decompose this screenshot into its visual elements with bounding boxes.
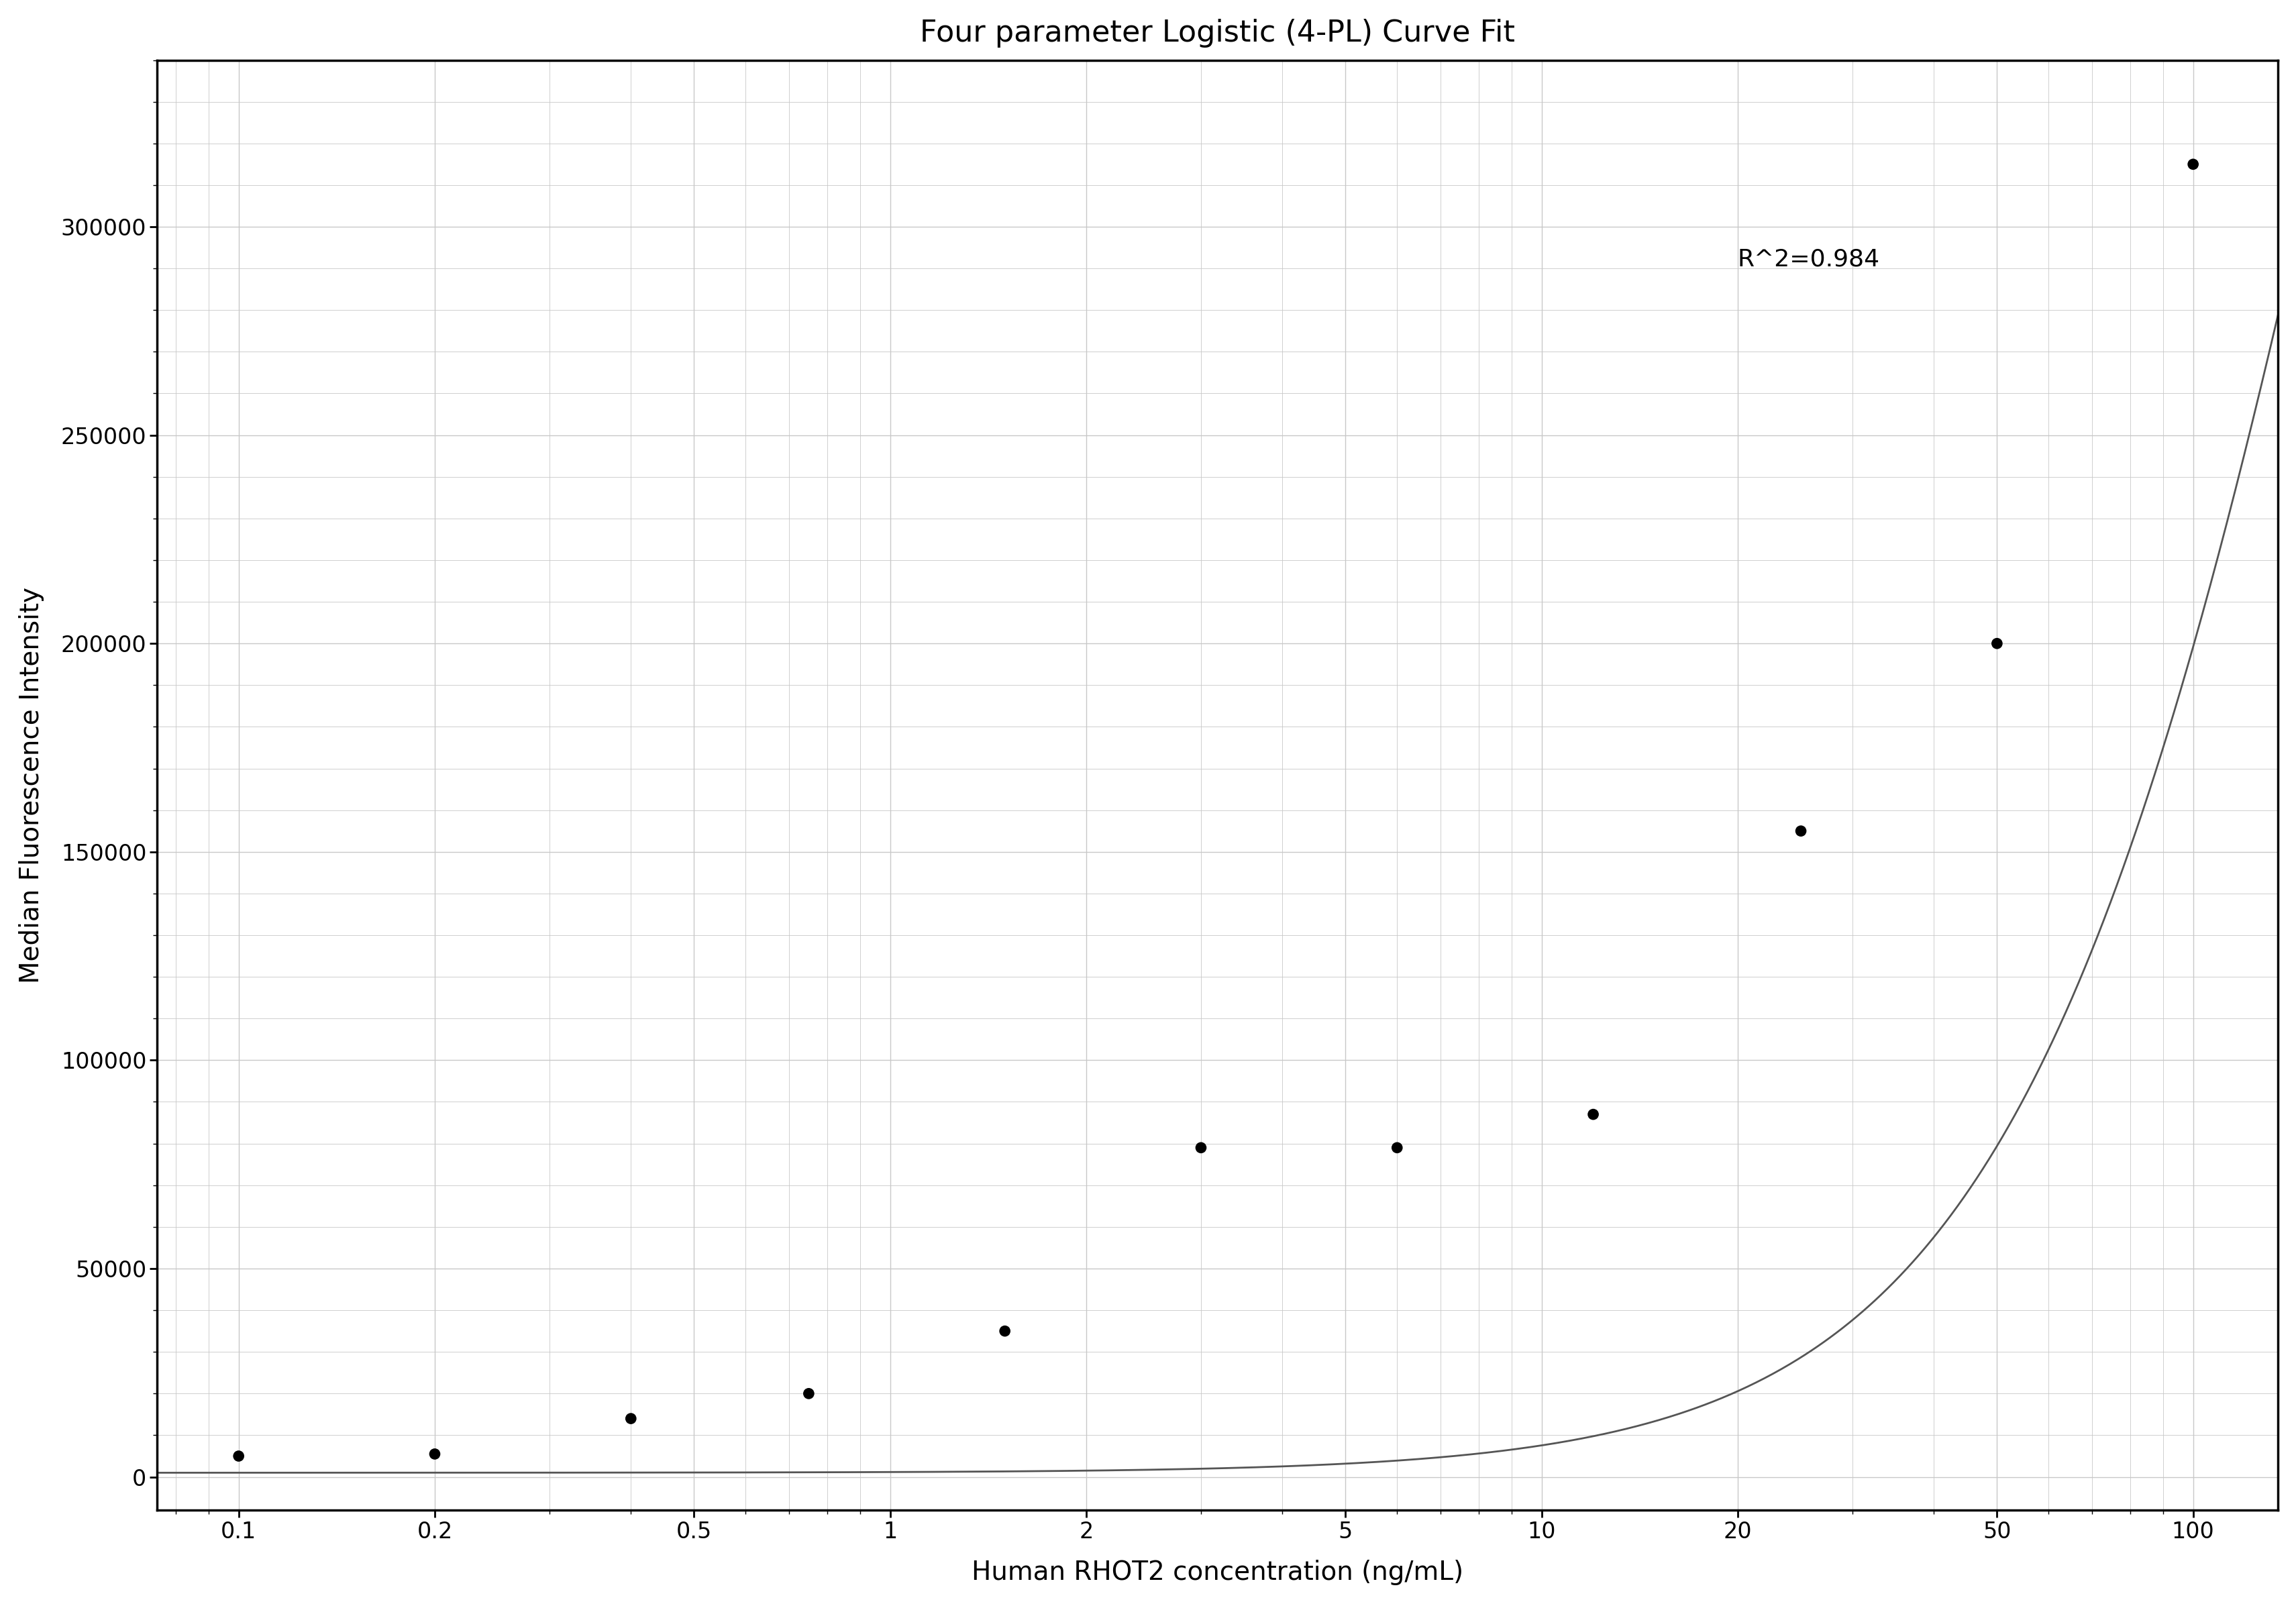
Y-axis label: Median Fluorescence Intensity: Median Fluorescence Intensity [18,587,44,983]
Point [220,1444,257,1469]
Text: R^2=0.984: R^2=0.984 [1738,247,1880,271]
Point [416,1440,452,1466]
Point [613,1405,650,1431]
Point [1575,1102,1612,1128]
Point [1378,1136,1414,1161]
Point [1182,1136,1219,1161]
Point [987,1318,1024,1344]
Point [1782,818,1818,844]
Point [790,1381,827,1407]
Point [1979,630,2016,656]
Point [2174,151,2211,176]
X-axis label: Human RHOT2 concentration (ng/mL): Human RHOT2 concentration (ng/mL) [971,1559,1463,1585]
Title: Four parameter Logistic (4-PL) Curve Fit: Four parameter Logistic (4-PL) Curve Fit [921,19,1515,48]
